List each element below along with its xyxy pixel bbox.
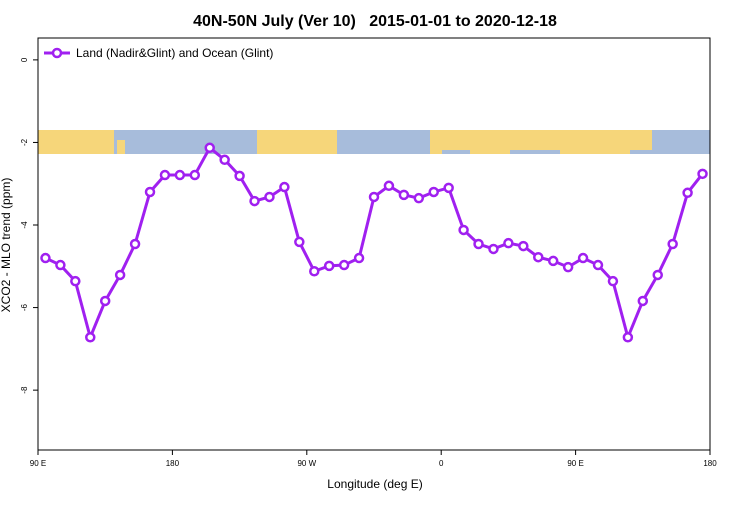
- point: [85, 332, 96, 343]
- point: [518, 240, 529, 252]
- point: [652, 269, 663, 281]
- point: [40, 252, 51, 264]
- point: [234, 170, 245, 182]
- point: [219, 154, 230, 166]
- x-axis-label: Longitude (deg E): [327, 477, 422, 491]
- y-tick-label: 0: [20, 57, 29, 62]
- point: [637, 295, 649, 307]
- point: [488, 243, 499, 255]
- point: [443, 182, 454, 194]
- y-tick-label: -4: [20, 221, 29, 229]
- point: [682, 187, 693, 199]
- y-tick-label: -6: [20, 303, 29, 311]
- point: [70, 275, 81, 287]
- point: [294, 236, 305, 248]
- series-line: [44, 145, 704, 342]
- point: [622, 332, 634, 343]
- point: [667, 238, 678, 250]
- y-tick-label: -2: [20, 138, 29, 146]
- point: [99, 295, 111, 307]
- point: [174, 169, 186, 181]
- point: [279, 181, 290, 193]
- plot-frame: [37, 37, 711, 451]
- point: [249, 195, 260, 207]
- point: [413, 192, 425, 204]
- point: [473, 238, 484, 250]
- point: [398, 189, 410, 201]
- point: [264, 191, 275, 203]
- x-tick-label: 180: [166, 459, 180, 468]
- point: [383, 180, 395, 192]
- map-strip: [38, 130, 710, 154]
- point: [577, 252, 589, 264]
- point: [607, 275, 619, 287]
- point: [144, 186, 156, 198]
- point: [503, 237, 514, 249]
- point: [697, 168, 708, 180]
- point: [129, 238, 141, 250]
- point: [368, 191, 380, 203]
- chart-title: 40N-50N July (Ver 10) 2015-01-01 to 2020…: [193, 13, 557, 30]
- legend-label: Land (Nadir&Glint) and Ocean (Glint): [76, 46, 273, 60]
- x-tick-label: 90 E: [567, 459, 583, 468]
- point: [204, 142, 215, 154]
- point: [189, 169, 201, 181]
- point: [159, 169, 171, 181]
- point: [592, 259, 604, 271]
- x-tick-label: 90 W: [297, 459, 316, 468]
- point: [338, 259, 350, 271]
- y-axis-label: XCO2 - MLO trend (ppm): [0, 178, 13, 313]
- point: [309, 265, 320, 277]
- point: [114, 269, 126, 281]
- point: [533, 251, 544, 263]
- point: [353, 252, 365, 264]
- legend-marker: [51, 47, 63, 59]
- x-tick-label: 0: [439, 459, 444, 468]
- y-tick-label: -8: [20, 386, 29, 394]
- point: [428, 186, 439, 198]
- x-tick-label: 180: [703, 459, 717, 468]
- point: [458, 224, 469, 236]
- x-tick-label: 90 E: [30, 459, 46, 468]
- point: [562, 261, 574, 273]
- point: [547, 255, 559, 267]
- point: [55, 259, 66, 271]
- point: [323, 260, 335, 272]
